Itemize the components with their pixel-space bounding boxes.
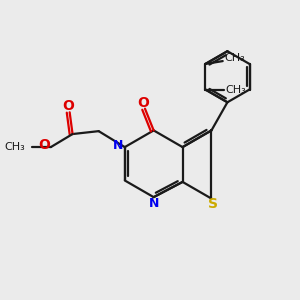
Text: N: N xyxy=(113,139,124,152)
Text: O: O xyxy=(138,96,149,110)
Text: N: N xyxy=(148,197,159,210)
Text: CH₃: CH₃ xyxy=(224,53,245,63)
Text: CH₃: CH₃ xyxy=(226,85,246,94)
Text: O: O xyxy=(38,138,50,152)
Text: S: S xyxy=(208,197,218,211)
Text: O: O xyxy=(62,100,74,113)
Text: CH₃: CH₃ xyxy=(4,142,25,152)
